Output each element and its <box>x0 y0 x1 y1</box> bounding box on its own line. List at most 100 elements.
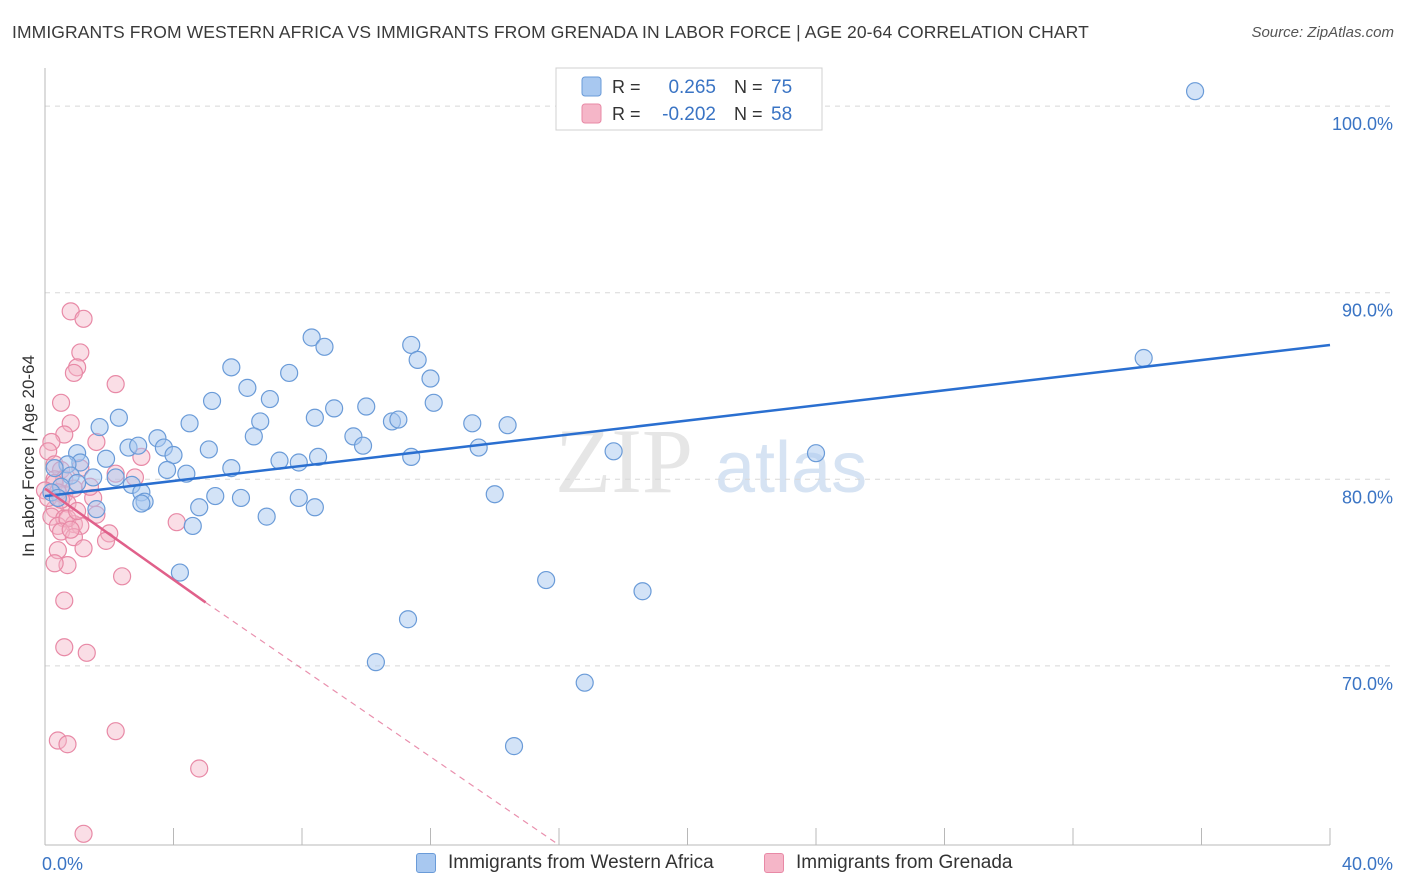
point-western-africa <box>315 337 334 356</box>
legend-n-value-1: 75 <box>771 77 792 98</box>
point-grenada <box>45 554 64 573</box>
trend-lines <box>44 343 1331 846</box>
point-western-africa <box>45 458 64 478</box>
point-western-africa <box>305 498 324 517</box>
point-western-africa <box>305 408 324 427</box>
point-western-africa <box>106 468 125 487</box>
series-western-africa-points <box>42 82 1205 756</box>
point-western-africa <box>424 393 443 412</box>
source-label: Source: ZipAtlas.com <box>1251 24 1394 41</box>
point-western-africa <box>806 444 826 463</box>
point-grenada <box>74 309 93 328</box>
trend-line-western-africa <box>44 343 1331 498</box>
bottom-legend-label-grenada: Immigrants from Grenada <box>796 852 1013 873</box>
y-tick-label: 90.0% <box>1342 301 1393 321</box>
point-western-africa <box>129 436 148 455</box>
point-western-africa <box>132 494 151 513</box>
point-grenada <box>74 539 93 558</box>
point-grenada <box>48 731 67 750</box>
point-western-africa <box>257 507 276 526</box>
point-grenada <box>106 375 125 394</box>
x-tick-label-max: 40.0% <box>1342 854 1393 874</box>
point-western-africa <box>222 458 241 478</box>
bottom-legend-label-western-africa: Immigrants from Western Africa <box>448 852 714 873</box>
point-grenada <box>87 432 106 452</box>
point-western-africa <box>408 350 427 369</box>
point-western-africa <box>485 485 504 504</box>
legend-r-label-2: R = <box>612 104 641 124</box>
point-western-africa <box>260 389 279 409</box>
point-western-africa <box>202 391 222 411</box>
legend-r-value-2: -0.202 <box>662 104 716 125</box>
bottom-legend-item-western-africa: Immigrants from Western Africa <box>416 852 714 874</box>
y-tick-label: 80.0% <box>1342 487 1393 507</box>
point-western-africa <box>575 673 594 692</box>
legend-swatch-blue <box>581 76 602 97</box>
bottom-legend-item-grenada: Immigrants from Grenada <box>764 852 1012 874</box>
point-western-africa <box>190 498 209 517</box>
legend-n-label-2: N = <box>734 104 763 124</box>
watermark-zip: ZIP <box>555 410 693 512</box>
x-ticks <box>173 828 1331 845</box>
point-grenada <box>61 414 80 433</box>
point-western-africa <box>353 436 373 455</box>
y-tick-label: 100.0% <box>1332 114 1393 134</box>
point-grenada <box>64 363 84 383</box>
trend-line-grenada <box>44 487 207 604</box>
point-grenada <box>71 343 90 362</box>
point-western-africa <box>504 737 524 756</box>
point-western-africa <box>183 516 202 536</box>
point-western-africa <box>421 369 440 388</box>
point-western-africa <box>1185 82 1205 101</box>
point-western-africa <box>84 468 103 487</box>
point-western-africa <box>366 653 385 672</box>
bottom-legend-swatch-blue <box>416 853 436 873</box>
point-western-africa <box>498 416 517 435</box>
y-axis-label: In Labor Force | Age 20-64 <box>19 355 38 557</box>
point-western-africa <box>222 358 241 377</box>
point-western-africa <box>633 582 652 601</box>
point-grenada <box>55 591 74 610</box>
point-western-africa <box>231 488 251 508</box>
point-western-africa <box>469 438 488 457</box>
x-tick-label-min: 0.0% <box>42 854 83 874</box>
y-tick-labels: 70.0% 80.0% 90.0% 100.0% <box>1332 114 1393 694</box>
point-grenada <box>112 567 132 586</box>
point-western-africa <box>289 488 308 508</box>
point-western-africa <box>1134 348 1153 368</box>
point-western-africa <box>180 414 199 433</box>
point-grenada <box>51 393 71 412</box>
point-western-africa <box>308 447 328 467</box>
watermark-atlas: atlas <box>715 428 867 508</box>
point-western-africa <box>604 442 623 461</box>
point-western-africa <box>537 570 556 590</box>
point-western-africa <box>463 414 482 433</box>
point-western-africa <box>357 397 376 416</box>
point-grenada <box>77 643 96 662</box>
point-western-africa <box>398 610 418 629</box>
point-western-africa <box>244 427 263 446</box>
point-western-africa <box>96 449 116 468</box>
point-grenada <box>61 520 80 539</box>
point-grenada <box>71 516 90 536</box>
bottom-legend-swatch-pink <box>764 853 784 873</box>
point-grenada <box>68 358 87 377</box>
point-grenada <box>167 513 186 532</box>
point-western-africa <box>157 460 177 480</box>
point-grenada <box>190 759 209 778</box>
point-western-africa <box>389 410 408 429</box>
point-grenada <box>106 722 125 741</box>
point-western-africa <box>325 399 344 418</box>
legend-box: R = 0.265 N = 75 R = -0.202 N = 58 <box>555 67 823 131</box>
point-western-africa <box>402 447 421 467</box>
point-western-africa <box>199 440 218 459</box>
point-western-africa <box>109 408 128 427</box>
point-grenada <box>74 824 93 843</box>
point-western-africa <box>238 378 257 397</box>
legend-r-value-1: 0.265 <box>668 77 716 98</box>
point-western-africa <box>302 328 321 347</box>
trend-line-grenada-extension <box>205 601 560 846</box>
point-western-africa <box>68 473 87 493</box>
chart-title: IMMIGRANTS FROM WESTERN AFRICA VS IMMIGR… <box>12 22 1089 42</box>
